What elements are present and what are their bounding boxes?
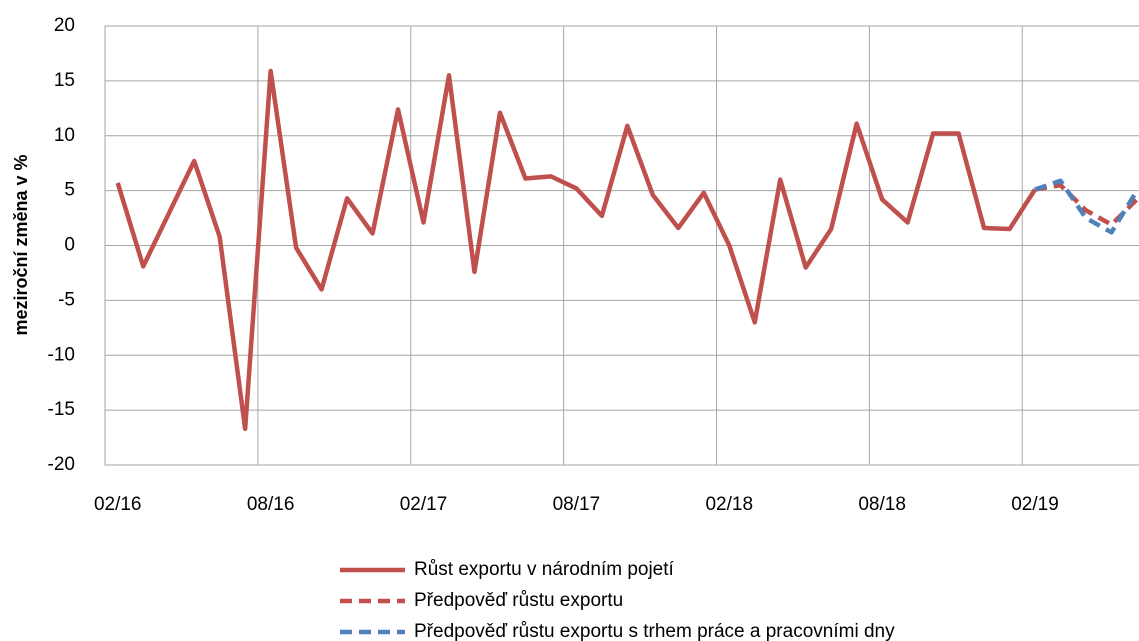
y-axis-label: meziroční změna v % xyxy=(11,154,31,335)
x-tick-label: 08/18 xyxy=(858,494,906,515)
y-tick-label: -5 xyxy=(58,289,75,310)
x-tick-label: 02/19 xyxy=(1011,494,1059,515)
y-tick-label: -15 xyxy=(48,399,75,420)
series-line xyxy=(115,68,1037,432)
x-tick-label: 02/16 xyxy=(94,494,142,515)
legend-label: Růst exportu v národním pojetí xyxy=(414,559,675,580)
y-tick-label: 20 xyxy=(54,15,75,36)
legend-label: Předpověď růstu exportu s trhem práce a … xyxy=(414,621,895,641)
x-tick-label: 08/16 xyxy=(247,494,295,515)
x-tick-label: 02/17 xyxy=(400,494,448,515)
y-tick-label: 5 xyxy=(64,180,75,201)
y-tick-label: 10 xyxy=(54,125,75,146)
x-tick-label: 02/18 xyxy=(705,494,753,515)
series-line xyxy=(1034,178,1139,235)
x-tick-label: 08/17 xyxy=(553,494,601,515)
y-tick-label: 0 xyxy=(64,235,75,256)
legend-label: Předpověď růstu exportu xyxy=(414,590,623,611)
y-tick-label: -10 xyxy=(48,344,75,365)
plot-area xyxy=(115,68,1139,432)
y-tick-label: -20 xyxy=(48,454,75,475)
y-tick-label: 15 xyxy=(54,70,75,91)
